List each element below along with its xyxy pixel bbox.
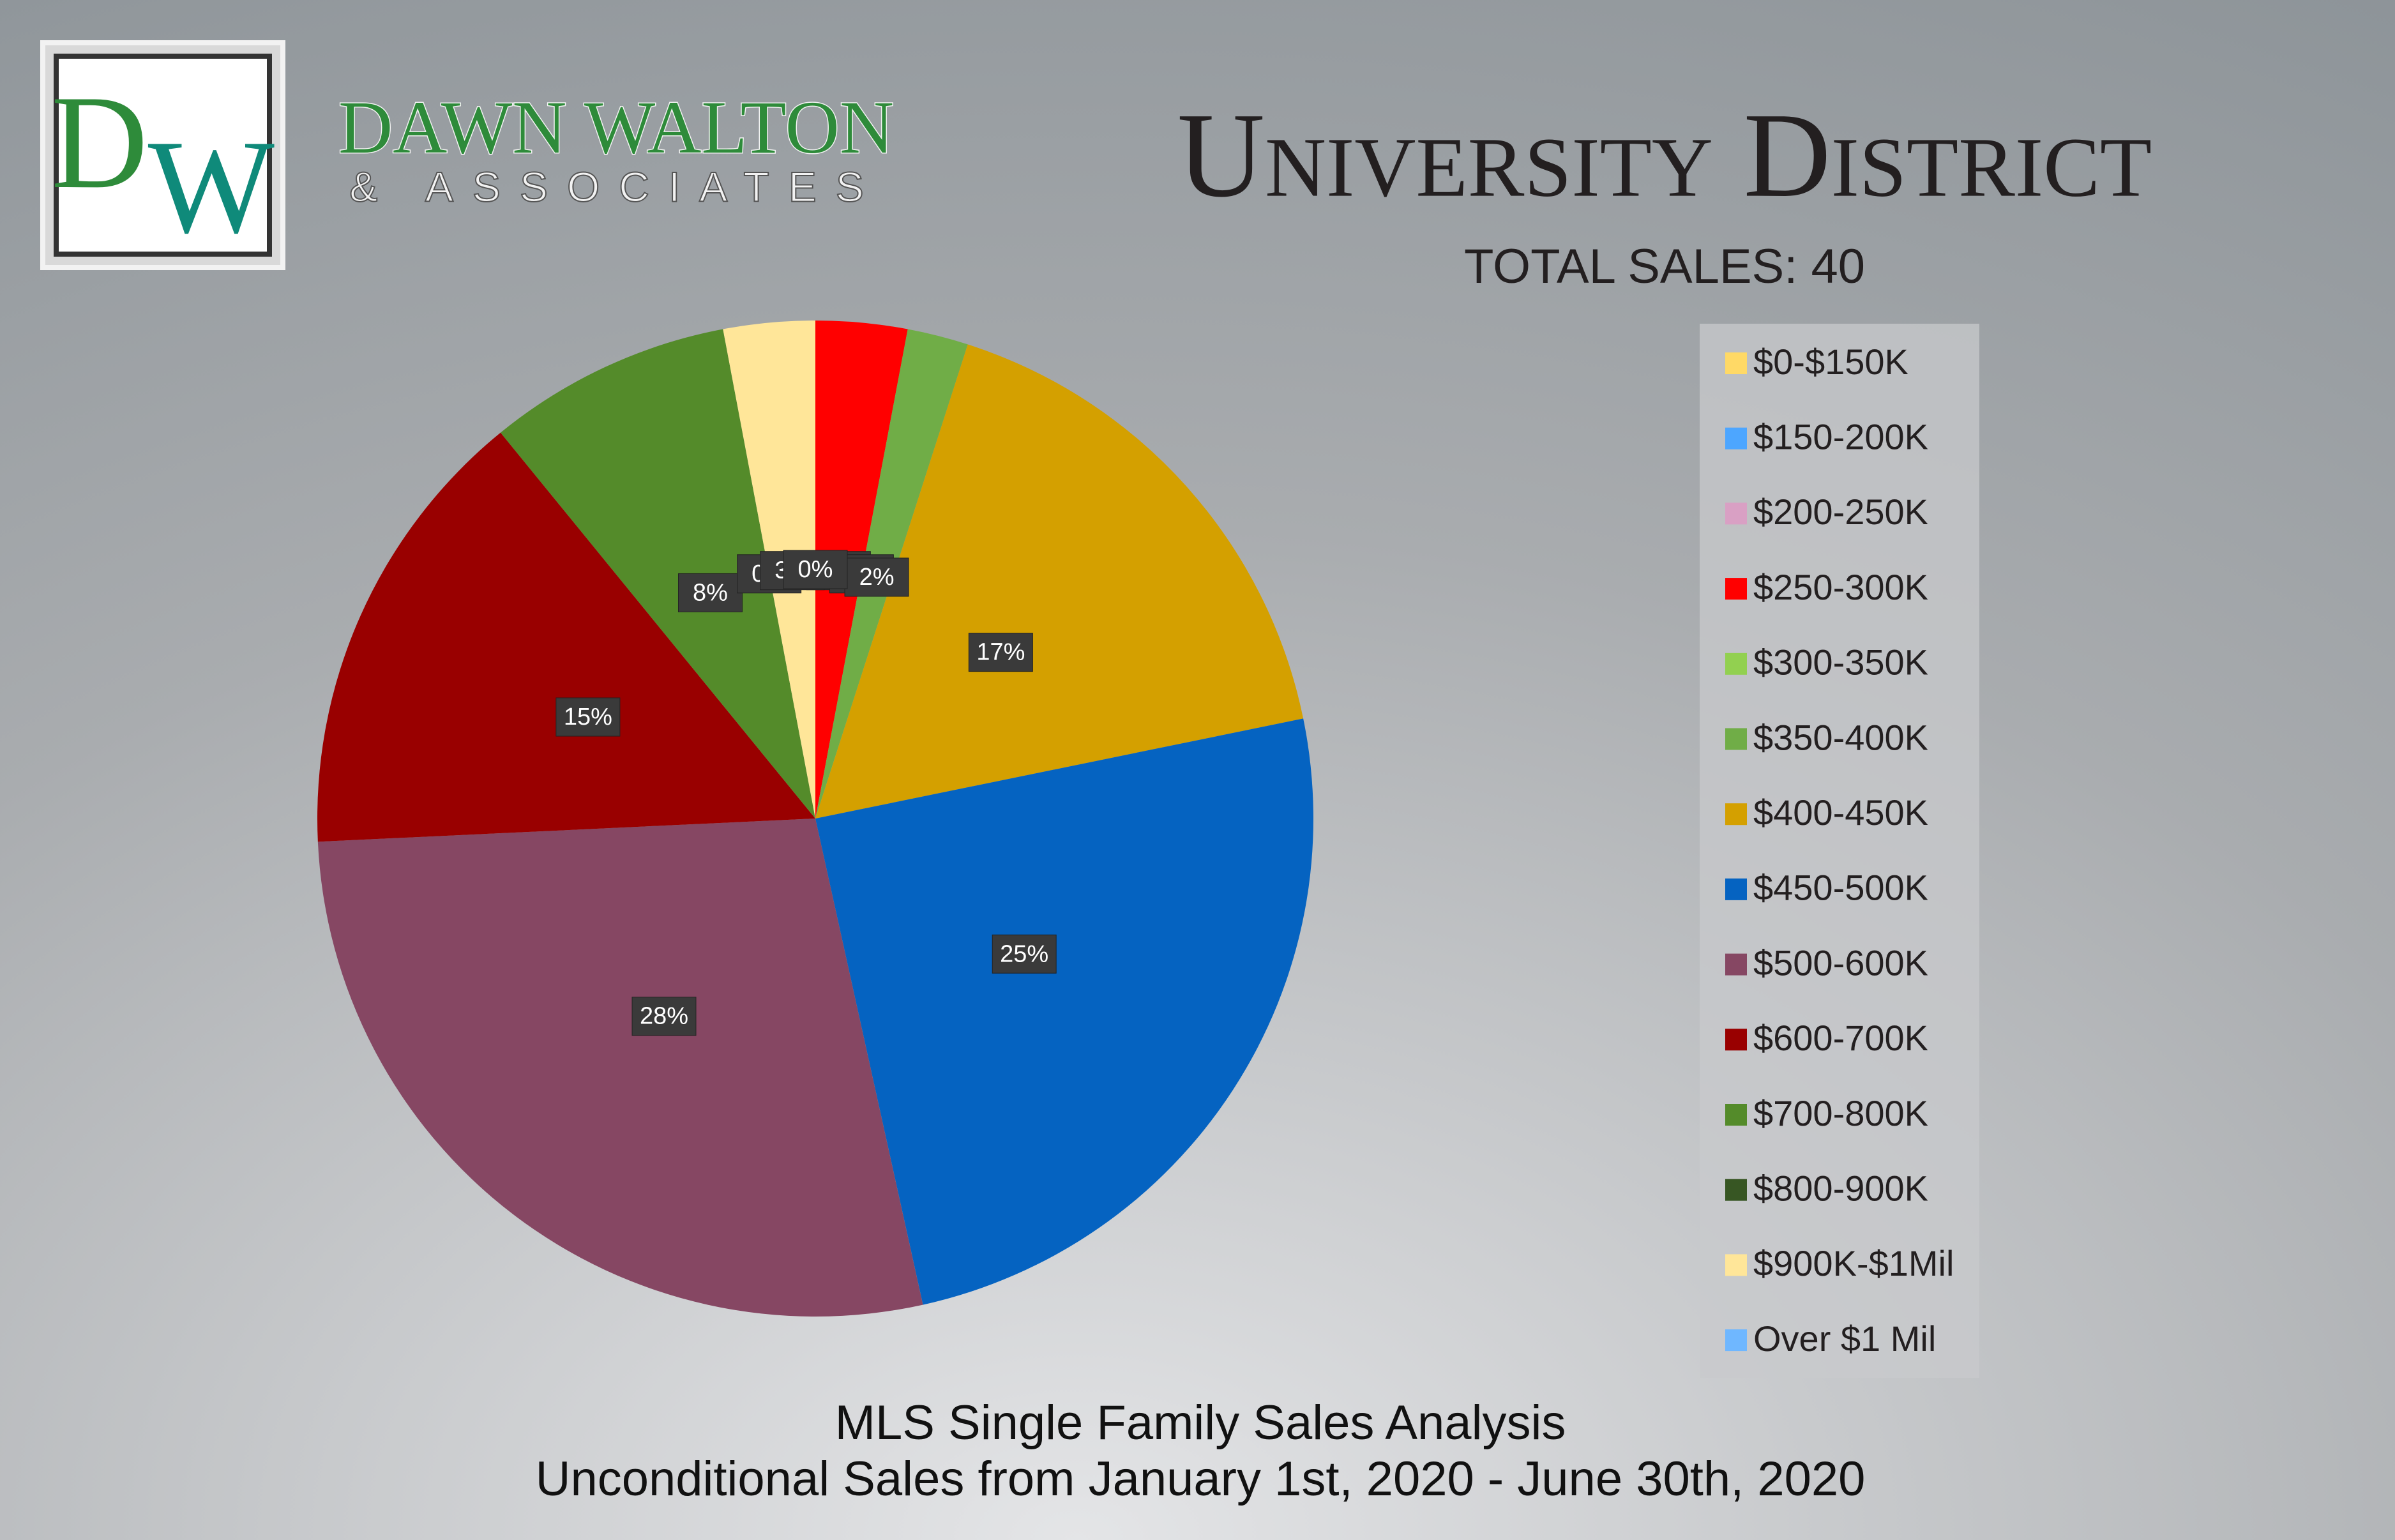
pie-slice — [815, 344, 1304, 819]
logo: DW DAWN WALTON & ASSOCIATES — [40, 40, 895, 270]
legend-swatch — [1725, 1179, 1747, 1201]
data-label-box — [677, 573, 743, 612]
legend-swatch — [1725, 878, 1747, 900]
legend-swatch — [1725, 803, 1747, 826]
data-label: 8% — [693, 579, 728, 606]
legend-swatch — [1725, 1104, 1747, 1126]
data-label: 25% — [1000, 940, 1048, 967]
legend-swatch — [1725, 1029, 1747, 1051]
logo-tagline: & ASSOCIATES — [349, 163, 883, 210]
logo-box — [54, 54, 272, 257]
slices — [317, 321, 1313, 1317]
chart-subtitle: TOTAL SALES: 40 — [1464, 239, 1865, 294]
data-label-box — [844, 557, 909, 597]
data-label: 15% — [564, 704, 612, 730]
legend-swatch — [1725, 953, 1747, 976]
data-label-box — [631, 997, 697, 1036]
legend-label: $200-250K — [1753, 492, 1928, 532]
logo-initials: DW — [51, 68, 275, 261]
data-label-box — [992, 934, 1057, 974]
legend-label: $800-900K — [1753, 1168, 1928, 1208]
data-label: 0% — [798, 556, 833, 583]
legend-label: $250-300K — [1753, 567, 1928, 607]
legend-label: $150-200K — [1753, 416, 1928, 457]
legend-label: $700-800K — [1753, 1093, 1928, 1133]
data-label-box — [555, 697, 621, 737]
pie-slice — [317, 432, 815, 842]
legend-label: Over $1 Mil — [1753, 1318, 1936, 1359]
legend-label: $900K-$1Mil — [1753, 1243, 1954, 1283]
data-label-box — [783, 550, 848, 589]
legend-swatch — [1725, 427, 1747, 449]
footer-line: MLS Single Family Sales Analysis — [835, 1396, 1566, 1450]
pie-slice — [815, 718, 1313, 1305]
legend-label: $600-700K — [1753, 1018, 1928, 1058]
legend-label: $450-500K — [1753, 868, 1928, 908]
legend-label: $400-450K — [1753, 792, 1928, 833]
footer-line: Unconditional Sales from January 1st, 20… — [536, 1452, 1866, 1506]
legend-label: $300-350K — [1753, 642, 1928, 683]
legend-box — [1700, 324, 1979, 1378]
data-label: 17% — [976, 639, 1025, 666]
data-label: 28% — [640, 1003, 688, 1030]
legend-swatch — [1725, 1329, 1747, 1352]
legend-swatch — [1725, 502, 1747, 525]
pie-slice — [500, 329, 815, 819]
legend-swatch — [1725, 653, 1747, 675]
legend-swatch — [1725, 578, 1747, 600]
chart-title: University District — [1177, 89, 2152, 223]
logo-name: DAWN WALTON — [338, 86, 894, 169]
legend-swatch — [1725, 352, 1747, 374]
legend-swatch — [1725, 728, 1747, 750]
data-label: 2% — [859, 564, 895, 591]
legend-label: $500-600K — [1753, 942, 1928, 983]
legend-swatch — [1725, 1254, 1747, 1276]
pie-slice — [317, 819, 923, 1317]
legend-label: $0-$150K — [1753, 342, 1908, 382]
legend-label: $350-400K — [1753, 717, 1928, 757]
data-label-box — [968, 633, 1033, 672]
labels: 0%0%0%3%0%2%17%25%28%15%8%0%3%0% — [555, 550, 1057, 1036]
